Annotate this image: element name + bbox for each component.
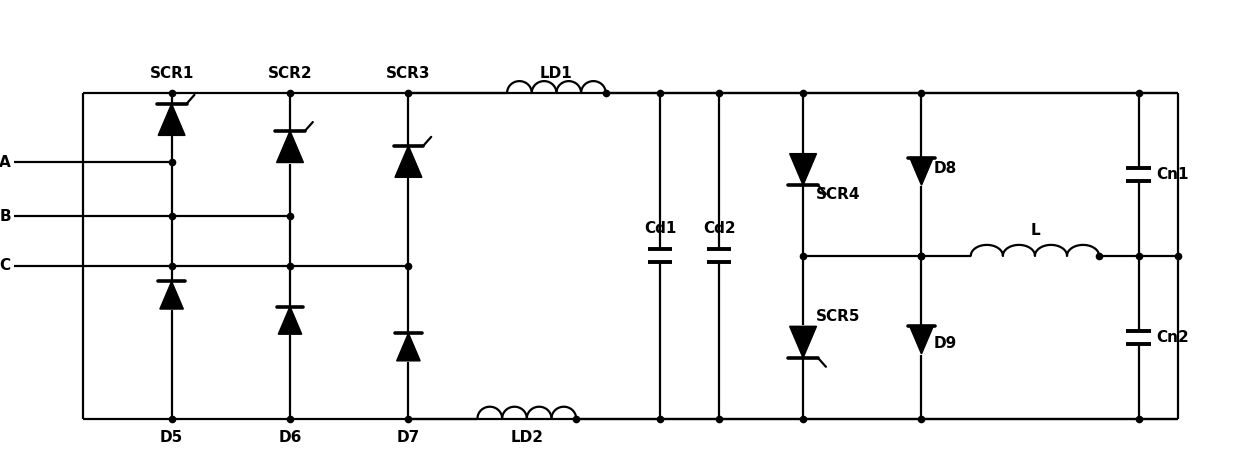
Text: A: A [0, 155, 11, 169]
Polygon shape [277, 131, 304, 162]
Text: Cd1: Cd1 [644, 221, 676, 236]
Polygon shape [396, 146, 422, 178]
Polygon shape [790, 154, 816, 185]
Text: D6: D6 [278, 430, 301, 446]
Text: SCR4: SCR4 [816, 187, 861, 202]
Text: D8: D8 [934, 161, 956, 176]
Text: SCR1: SCR1 [149, 66, 193, 81]
Text: Cd2: Cd2 [703, 221, 735, 236]
Polygon shape [160, 281, 184, 309]
Text: D9: D9 [934, 336, 956, 351]
Text: D5: D5 [160, 430, 184, 446]
Text: L: L [1030, 223, 1040, 238]
Polygon shape [278, 307, 301, 334]
Text: SCR5: SCR5 [816, 309, 861, 324]
Text: C: C [0, 258, 11, 273]
Polygon shape [910, 327, 934, 354]
Text: D7: D7 [397, 430, 420, 446]
Text: Cn1: Cn1 [1157, 167, 1189, 182]
Polygon shape [910, 158, 934, 185]
Text: Cn2: Cn2 [1157, 330, 1189, 345]
Text: LD2: LD2 [511, 430, 543, 446]
Polygon shape [159, 104, 185, 135]
Text: B: B [0, 209, 11, 224]
Polygon shape [790, 327, 816, 358]
Polygon shape [397, 333, 420, 361]
Text: LD1: LD1 [541, 66, 573, 81]
Text: SCR2: SCR2 [268, 66, 312, 81]
Text: SCR3: SCR3 [386, 66, 430, 81]
